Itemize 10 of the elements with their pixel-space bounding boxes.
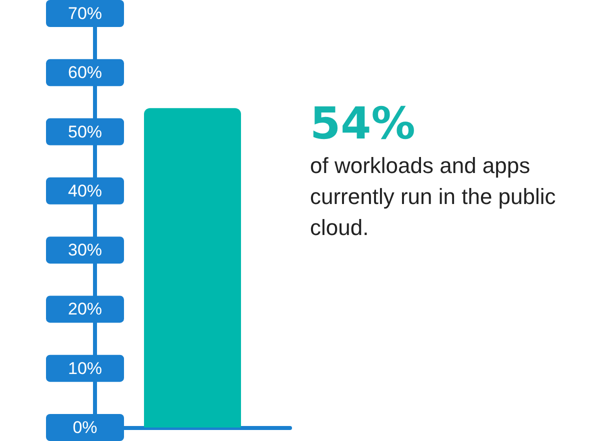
y-tick-label: 60% (68, 63, 102, 82)
y-tick-label: 30% (68, 240, 102, 260)
y-tick-label: 0% (72, 418, 98, 437)
y-tick-label: 20% (68, 300, 102, 319)
y-tick-label: 10% (68, 358, 102, 378)
y-tick-label: 70% (68, 4, 102, 23)
text: of workloads and apps currently run in the public cloud. (310, 153, 562, 240)
text: 54% (310, 98, 416, 150)
y-tick-label: 40% (68, 181, 102, 200)
y-tick-label: 50% (68, 122, 102, 142)
